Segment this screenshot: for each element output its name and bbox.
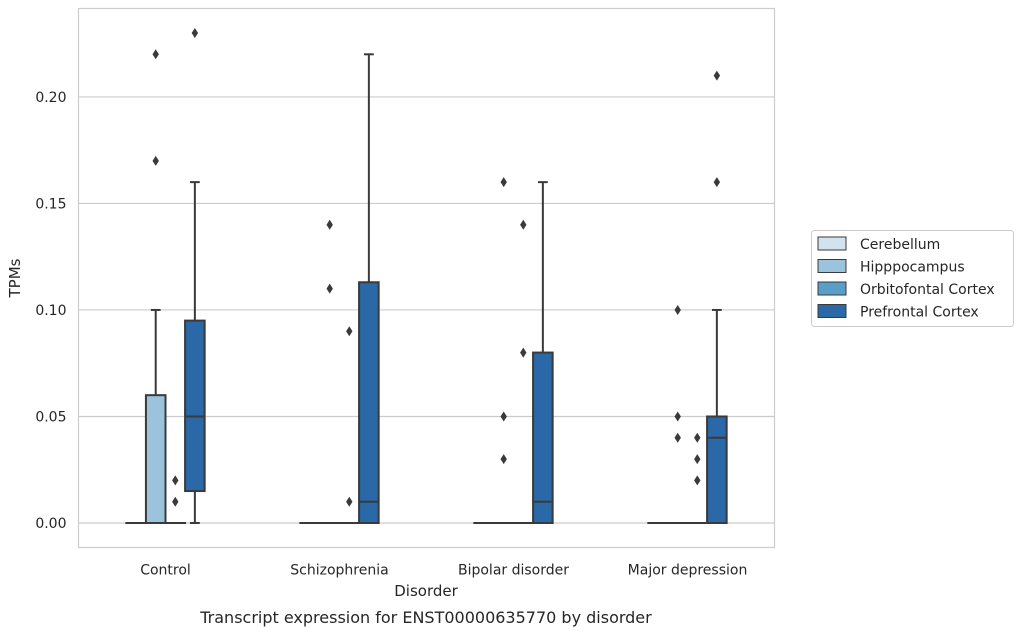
legend-swatch <box>817 259 847 273</box>
outlier-point <box>191 28 199 38</box>
y-tick-label: 0.20 <box>35 90 66 106</box>
legend-swatch <box>817 236 847 251</box>
outlier-point <box>674 304 681 315</box>
x-tick-label: Schizophrenia <box>290 563 388 579</box>
outlier-point <box>326 219 333 230</box>
box <box>144 394 167 525</box>
outlier-point <box>346 496 353 507</box>
outlier-point <box>674 411 681 422</box>
y-tick-label: 0.15 <box>35 196 66 212</box>
legend-label: Cerebellum <box>860 237 940 253</box>
outlier-point <box>674 432 681 443</box>
tick-layer: 0.00 0.05 0.10 0.15 0.20 Control Schizophrenia… <box>35 90 747 579</box>
outlier-point <box>500 411 507 422</box>
y-axis-label: TPMs <box>6 258 24 298</box>
outlier-point <box>520 347 527 358</box>
outlier-point <box>152 49 159 60</box>
box <box>184 319 206 493</box>
x-tick-label: Control <box>140 563 191 579</box>
outlier-point <box>172 496 179 507</box>
legend-label: Orbitofontal Cortex <box>860 282 995 298</box>
box <box>532 351 554 524</box>
box <box>358 281 380 524</box>
outlier-point <box>694 432 701 443</box>
outlier-point <box>500 454 507 465</box>
legend-label: Prefrontal Cortex <box>860 305 979 321</box>
outlier-point <box>172 475 179 486</box>
plot-frame <box>77 7 776 549</box>
outlier-point <box>713 70 721 81</box>
outlier-point <box>152 155 159 166</box>
box-layer <box>125 28 728 525</box>
outlier-point <box>694 454 701 465</box>
outlier-point <box>694 475 701 486</box>
grid-layer <box>78 96 775 524</box>
box <box>706 415 728 525</box>
y-tick-label: 0.05 <box>35 409 66 425</box>
legend: Cerebellum Hipppocampus Orbitofontal Corte… <box>811 230 1014 327</box>
legend-label: Hipppocampus <box>860 260 965 276</box>
legend-swatch <box>817 304 847 318</box>
outlier-point <box>520 219 527 230</box>
chart-caption: Transcript expression for ENST0000063577… <box>199 608 652 627</box>
x-axis-label: Disorder <box>394 582 458 600</box>
y-tick-label: 0.00 <box>35 516 66 532</box>
x-tick-label: Bipolar disorder <box>458 563 569 579</box>
outlier-point <box>713 177 721 188</box>
legend-swatch <box>817 281 847 296</box>
x-tick-label: Major depression <box>628 563 748 579</box>
outlier-point <box>326 283 333 294</box>
y-tick-label: 0.10 <box>35 303 66 319</box>
outlier-point <box>346 326 353 337</box>
legend-frame <box>811 230 1014 327</box>
outlier-point <box>500 177 507 188</box>
